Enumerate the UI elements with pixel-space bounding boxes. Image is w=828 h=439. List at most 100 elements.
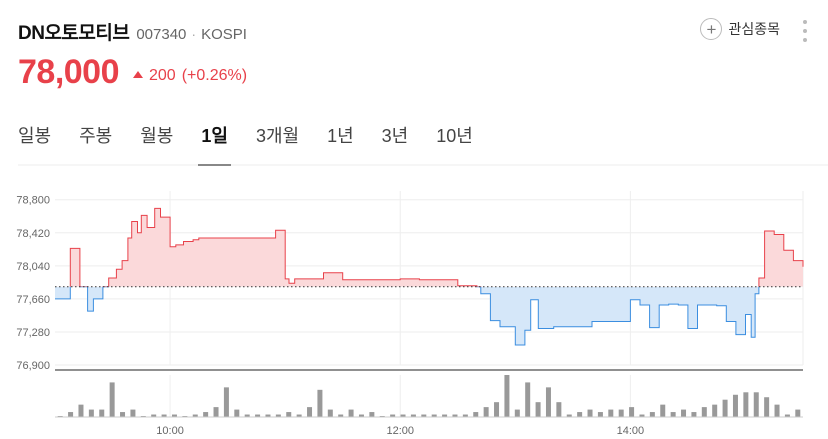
volume-bar (390, 414, 396, 417)
y-axis-labels: 78,800 78,420 78,040 77,660 77,280 76,900 (16, 195, 50, 372)
more-options-button[interactable] (800, 20, 810, 42)
x-tick-label: 12:00 (386, 425, 414, 437)
y-tick-label: 77,280 (16, 327, 50, 339)
price-row: 78,000 200 (+0.26%) (18, 53, 247, 92)
volume-bar (504, 375, 510, 417)
volume-bar (545, 387, 551, 417)
volume-bar (431, 414, 437, 417)
tab-1year[interactable]: 1년 (327, 126, 354, 146)
volume-bar (514, 409, 520, 417)
up-triangle-icon (133, 71, 143, 78)
current-price: 78,000 (18, 53, 120, 91)
volume-bar (421, 414, 427, 417)
y-tick-label: 77,660 (16, 294, 50, 306)
y-tick-label: 78,420 (16, 228, 50, 240)
volume-bar (462, 414, 468, 417)
volume-bar (494, 402, 500, 417)
x-tick-label: 10:00 (156, 425, 184, 437)
volume-bar (639, 414, 645, 417)
more-dot-icon (803, 38, 807, 42)
volume-bar (722, 399, 728, 417)
volume-bar (78, 404, 84, 417)
price-lines (55, 207, 804, 346)
volume-bar (244, 414, 250, 417)
volume-bar (618, 409, 624, 417)
more-dot-icon (803, 20, 807, 24)
stock-header: DN오토모티브 007340 · KOSPI (18, 18, 247, 46)
volume-bar (286, 412, 292, 417)
volume-bar (784, 414, 790, 417)
volume-bar (151, 414, 157, 417)
tab-3years[interactable]: 3년 (381, 126, 409, 146)
price-area-down (55, 286, 759, 345)
price-change: 200 (+0.26%) (133, 67, 247, 85)
volume-bar (338, 414, 344, 417)
volume-bar (275, 414, 281, 417)
volume-bar (556, 402, 562, 417)
volume-bar (753, 392, 759, 417)
volume-bar (234, 409, 240, 417)
volume-bar (213, 407, 219, 417)
stock-code: 007340 (136, 26, 187, 43)
volume-bar (307, 407, 313, 417)
market-name: KOSPI (201, 26, 247, 43)
volume-bar (597, 412, 603, 417)
x-tick-label: 14:00 (617, 425, 645, 437)
volume-bar (265, 414, 271, 417)
volume-bar (223, 387, 229, 417)
volume-bar (88, 409, 94, 417)
volume-bar (203, 412, 209, 417)
volume-bar (743, 392, 749, 417)
volume-bar (192, 414, 198, 417)
volume-bar (171, 414, 177, 417)
tab-daily[interactable]: 일봉 (18, 126, 52, 146)
y-tick-label: 76,900 (16, 360, 50, 372)
price-area-up (55, 208, 803, 287)
volume-bar (701, 407, 707, 417)
tab-weekly[interactable]: 주봉 (79, 126, 113, 146)
volume-bar (255, 414, 261, 417)
tab-monthly[interactable]: 월봉 (140, 126, 174, 146)
stock-name: DN오토모티브 (18, 23, 130, 44)
volume-bar (660, 404, 666, 417)
price-area-fills (55, 208, 803, 345)
volume-bar (566, 414, 572, 417)
volume-bar (68, 412, 74, 417)
volume-bar (483, 407, 489, 417)
change-amount: 200 (149, 66, 176, 84)
volume-bar (348, 409, 354, 417)
volume-bar (296, 414, 302, 417)
volume-bar (681, 409, 687, 417)
tab-3months[interactable]: 3개월 (255, 126, 300, 146)
volume-bar (317, 389, 323, 417)
add-favorite-button[interactable]: + 관심종목 (700, 18, 780, 40)
change-percent: (+0.26%) (181, 66, 248, 84)
volume-bar (764, 397, 770, 417)
period-tabs: 일봉 주봉 월봉 1일 3개월 1년 3년 10년 (18, 122, 501, 166)
x-axis-labels: 10:00 12:00 14:00 (156, 425, 644, 437)
volume-bar (400, 414, 406, 417)
y-tick-label: 78,800 (16, 195, 50, 207)
volume-bar (452, 414, 458, 417)
volume-bar (774, 404, 780, 417)
volume-bar (369, 412, 375, 417)
volume-bar (99, 409, 105, 417)
volume-bar (410, 414, 416, 417)
volume-bar (608, 409, 614, 417)
favorite-label: 관심종목 (728, 21, 780, 37)
volume-bar (629, 407, 635, 417)
more-dot-icon (803, 29, 807, 33)
separator-dot: · (191, 26, 197, 42)
y-tick-label: 78,040 (16, 261, 50, 273)
volume-bars (57, 375, 801, 417)
volume-bar (120, 412, 126, 417)
volume-bar (109, 382, 115, 417)
volume-bar (442, 414, 448, 417)
volume-bar (691, 412, 697, 417)
price-line-up (69, 207, 804, 287)
volume-bar (712, 404, 718, 417)
price-line-down (55, 286, 760, 346)
tab-10years[interactable]: 10년 (436, 126, 473, 146)
volume-bar (327, 409, 333, 417)
